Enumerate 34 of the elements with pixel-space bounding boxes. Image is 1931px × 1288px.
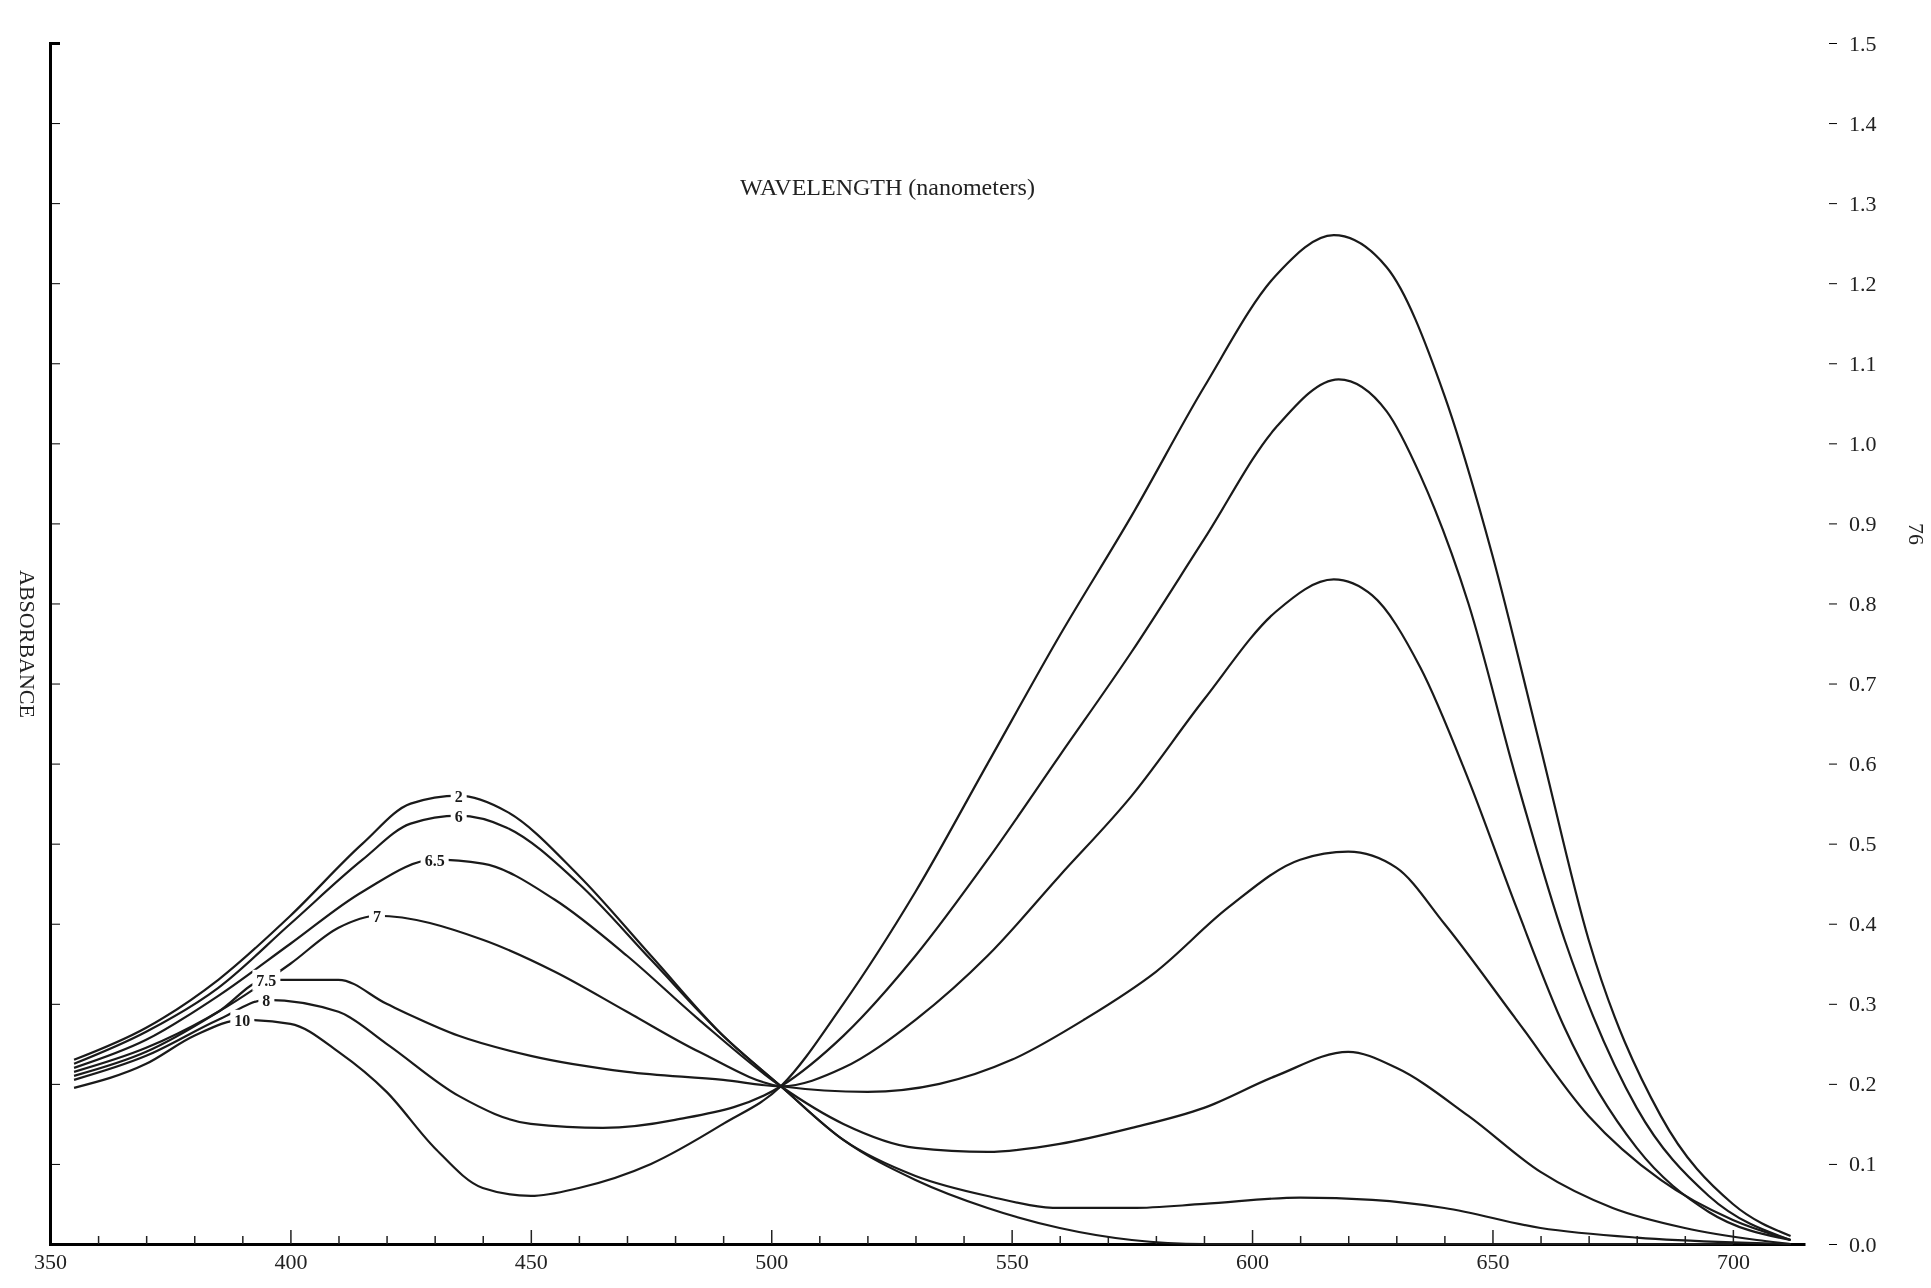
text: 76 <box>1904 523 1929 545</box>
series-label: 7.5 <box>256 971 277 989</box>
y-tick-label: 0.5 <box>1849 831 1877 857</box>
x-axis-title: WAVELENGTH (nanometers) <box>740 174 1035 200</box>
series-label: 6.5 <box>424 851 445 869</box>
y-tick-label: 1.3 <box>1849 190 1877 216</box>
y-tick-label: 0.7 <box>1849 671 1877 697</box>
x-tick-label: 650 <box>1476 1249 1510 1274</box>
y-axis-title: ABSORBANCE <box>15 570 40 718</box>
y-tick-label: 0.2 <box>1849 1071 1877 1097</box>
y-tick-label: 0.9 <box>1849 510 1877 536</box>
series-label: 6 <box>454 807 463 825</box>
x-tick-label: 500 <box>755 1249 789 1274</box>
y-tick-label: 1.2 <box>1849 270 1877 296</box>
y-tick-label: 1.1 <box>1849 350 1877 376</box>
series-label: 2 <box>454 787 463 805</box>
y-tick-label: 0.0 <box>1849 1231 1877 1257</box>
y-tick-label: 1.4 <box>1849 110 1877 136</box>
y-tick-label: 1.0 <box>1849 430 1877 456</box>
series-label: 10 <box>234 1011 251 1029</box>
x-tick-label: 400 <box>274 1249 308 1274</box>
x-tick-label: 350 <box>34 1249 67 1274</box>
x-tick-label: 550 <box>995 1249 1029 1274</box>
x-tick-label: 700 <box>1716 1249 1750 1274</box>
x-tick-label: 600 <box>1236 1249 1270 1274</box>
x-tick-label: 450 <box>514 1249 548 1274</box>
y-tick-label: 0.4 <box>1849 911 1877 937</box>
series-label: 7 <box>372 907 381 925</box>
y-tick-label: 0.1 <box>1849 1151 1877 1177</box>
y-tick-label: 0.6 <box>1849 751 1877 777</box>
y-tick-label: 0.8 <box>1849 591 1877 617</box>
y-tick-label: 1.5 <box>1849 30 1877 56</box>
series-label: 8 <box>262 991 271 1009</box>
y-tick-label: 0.3 <box>1849 991 1877 1017</box>
